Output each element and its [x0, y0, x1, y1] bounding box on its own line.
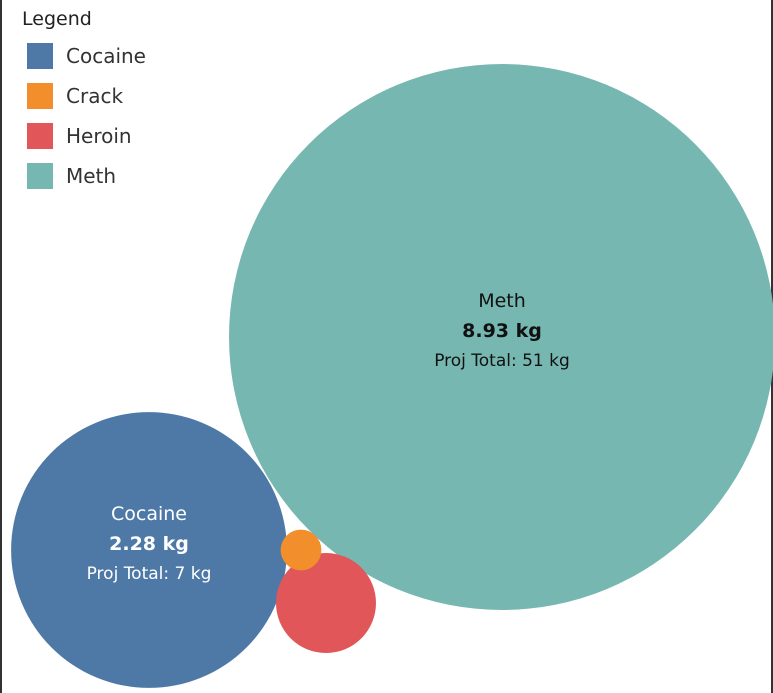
legend-item-cocaine[interactable]: Cocaine — [22, 36, 146, 76]
bubble-label-total-meth: Proj Total: 51 kg — [434, 351, 570, 371]
bubble-meth[interactable] — [229, 64, 773, 610]
legend-label-crack: Crack — [66, 84, 124, 108]
legend-item-meth[interactable]: Meth — [22, 156, 146, 196]
bubble-label-name-cocaine: Cocaine — [111, 503, 187, 525]
legend-label-cocaine: Cocaine — [66, 44, 146, 68]
legend-swatch-crack — [27, 83, 53, 109]
legend-swatch-meth — [27, 163, 53, 189]
legend-swatch-heroin — [27, 123, 53, 149]
legend-swatch-cocaine — [27, 43, 53, 69]
legend-label-heroin: Heroin — [66, 124, 132, 148]
bubble-label-name-meth: Meth — [478, 290, 526, 312]
bubble-heroin[interactable] — [276, 553, 376, 653]
bubble-label-total-cocaine: Proj Total: 7 kg — [87, 564, 212, 584]
legend-label-meth: Meth — [66, 164, 117, 188]
legend-item-heroin[interactable]: Heroin — [22, 116, 146, 156]
bubble-cocaine[interactable] — [11, 412, 287, 688]
bubble-label-value-cocaine: 2.28 kg — [109, 533, 189, 555]
legend-title: Legend — [22, 8, 92, 30]
legend-item-crack[interactable]: Crack — [22, 76, 146, 116]
bubble-label-value-meth: 8.93 kg — [462, 320, 542, 342]
bubble-crack[interactable] — [280, 529, 322, 571]
legend: Legend Cocaine Crack Heroin Meth — [22, 8, 146, 196]
